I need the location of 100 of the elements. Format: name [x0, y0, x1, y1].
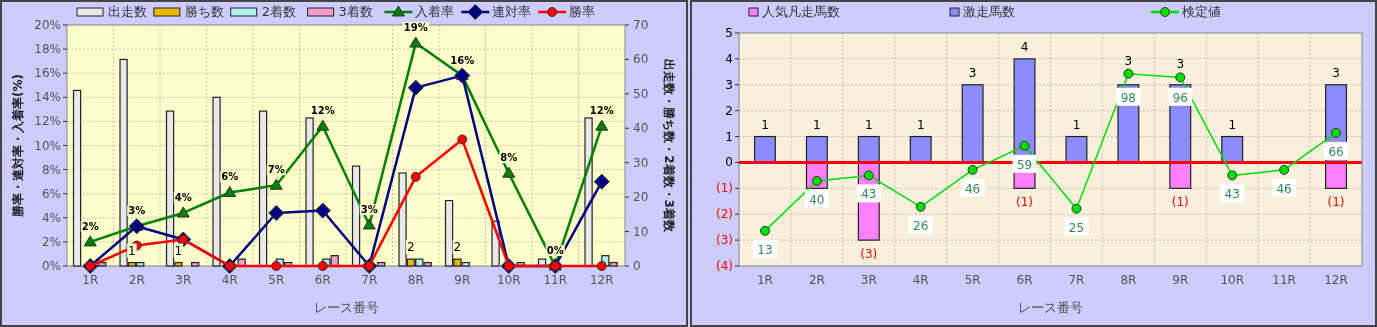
y2-tick-label: 40	[633, 121, 649, 136]
bar	[1169, 161, 1192, 189]
x-tick-label: 4R	[912, 273, 929, 287]
bar	[258, 110, 268, 267]
point	[1331, 127, 1342, 138]
y-tick-label: (3)	[716, 233, 733, 248]
bar	[191, 261, 200, 267]
bar	[857, 135, 880, 164]
x-tick-label: 3R	[860, 273, 877, 287]
y-axis-title: 勝率・連対率・入着率(%)	[11, 74, 25, 218]
x-tick-label: 5R	[268, 273, 285, 287]
data-label: 4	[1020, 39, 1029, 54]
data-label: 3%	[128, 205, 146, 217]
data-label: 25	[1068, 220, 1085, 235]
x-tick-label: 2R	[808, 273, 825, 287]
point	[409, 36, 423, 48]
x-tick-label: 9R	[1172, 273, 1189, 287]
point	[269, 178, 283, 190]
data-label: 19%	[403, 22, 428, 34]
data-label: 46	[964, 181, 981, 196]
point	[1175, 72, 1186, 83]
y-tick-label: (4)	[716, 259, 733, 273]
bar	[98, 261, 107, 267]
y-tick-label: 1	[725, 129, 733, 144]
data-label: 4%	[174, 191, 192, 203]
data-label: 8%	[500, 152, 518, 164]
legend-label: 人気凡走馬数	[762, 4, 840, 19]
y-tick-label: 0%	[41, 259, 61, 273]
y2-tick-label: 50	[633, 86, 649, 101]
bar	[305, 117, 314, 267]
x-tick-label: 11R	[543, 273, 568, 287]
y-tick-label: (2)	[716, 207, 733, 222]
x-tick-label: 7R	[361, 273, 378, 287]
x-tick-label: 1R	[82, 273, 99, 287]
point	[1227, 170, 1238, 181]
y-tick-label: 16%	[34, 66, 61, 81]
point	[915, 201, 926, 212]
point	[268, 204, 285, 221]
point	[759, 225, 770, 236]
bar	[584, 117, 593, 267]
data-label: 1	[1228, 117, 1237, 132]
y2-tick-label: 10	[633, 224, 649, 239]
data-label: 6%	[221, 171, 239, 183]
data-label: 43	[1224, 187, 1240, 202]
y-tick-label: 14%	[34, 90, 61, 105]
y-tick-label: 2	[725, 103, 733, 118]
data-label: 66	[1328, 144, 1344, 159]
y-tick-label: 2%	[41, 234, 61, 249]
data-label: 1	[128, 243, 136, 258]
y-tick-label: 5	[725, 26, 733, 40]
legend-label: 出走数	[108, 4, 147, 19]
x-tick-label: 5R	[964, 273, 981, 287]
point	[502, 166, 516, 178]
legend-label: 検定値	[1182, 4, 1221, 19]
x-axis-title: レース番号	[1018, 300, 1083, 315]
x-tick-label: 8R	[1120, 273, 1137, 287]
y-tick-label: 18%	[34, 42, 61, 57]
y2-tick-label: 0	[633, 259, 641, 273]
x-tick-label: 6R	[314, 273, 331, 287]
data-label: 7%	[267, 164, 285, 176]
data-label: 16%	[450, 54, 475, 66]
point	[314, 202, 331, 219]
y-tick-label: 10%	[34, 138, 61, 153]
x-tick-label: 2R	[128, 273, 145, 287]
x-tick-label: 3R	[175, 273, 192, 287]
point	[596, 261, 607, 271]
legend-label: 連対率	[492, 4, 532, 19]
data-label: 1	[864, 117, 873, 132]
y2-tick-label: 70	[633, 18, 649, 32]
legend-label: 激走馬数	[963, 4, 1015, 19]
data-label: 40	[809, 192, 825, 207]
data-label: 1	[174, 243, 183, 258]
point	[457, 134, 468, 145]
y2-tick-label: 60	[633, 52, 649, 67]
y-tick-label: 0	[725, 155, 733, 170]
y-tick-label: 6%	[41, 186, 61, 201]
data-label: 3	[1332, 65, 1340, 80]
data-label: (1)	[1016, 195, 1034, 210]
point	[1123, 68, 1134, 79]
y2-tick-label: 20	[633, 190, 649, 205]
bar	[72, 89, 82, 267]
x-tick-label: 1R	[756, 273, 773, 287]
bar	[753, 135, 776, 164]
y2-axis-title: 出走数・勝ち数・2着数・3着数	[662, 59, 676, 233]
data-label: 12%	[589, 105, 614, 117]
x-tick-label: 10R	[496, 273, 521, 287]
y-tick-label: 3	[725, 77, 733, 92]
data-label: 26	[913, 218, 929, 233]
legend-label: 3着数	[338, 4, 373, 19]
data-label: 1	[916, 117, 925, 132]
point	[1071, 203, 1082, 214]
data-label: 59	[1016, 157, 1033, 172]
y2-tick-label: 30	[633, 155, 649, 170]
data-label: 96	[1172, 90, 1188, 105]
y-tick-label: (1)	[716, 181, 733, 196]
y-tick-label: 8%	[41, 162, 61, 177]
point	[128, 218, 145, 235]
data-label: 1	[761, 117, 769, 132]
data-label: (3)	[860, 247, 878, 262]
data-label: 3	[1176, 57, 1185, 72]
